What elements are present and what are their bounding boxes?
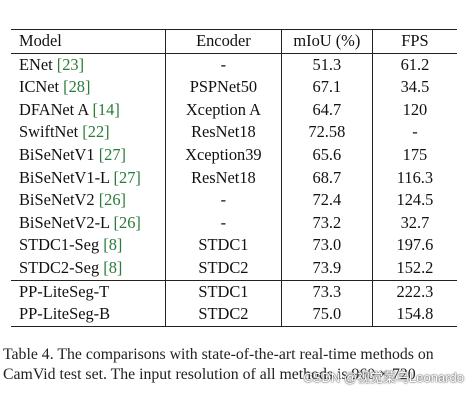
model-name: STDC2-Seg <box>19 257 104 277</box>
citation-link[interactable]: [14] <box>92 99 120 119</box>
encoder-cell: - <box>165 189 282 212</box>
model-name: ENet <box>19 54 57 74</box>
model-cell: STDC1-Seg [8] <box>11 234 166 257</box>
watermark: CSDN @视觉菜鸟Leonardo <box>303 370 464 385</box>
citation-link[interactable]: [22] <box>82 122 110 142</box>
model-name: PP-LiteSeg-T <box>19 281 110 301</box>
header-model: Model <box>11 29 166 54</box>
miou-cell-best: 75.0 <box>280 303 373 327</box>
citation-link[interactable]: [8] <box>103 235 123 255</box>
results-table: Model Encoder mIoU (%) FPS ENet [23] - 5… <box>11 29 457 327</box>
encoder-cell: PSPNet50 <box>165 76 282 99</box>
fps-cell: 61.2 <box>371 53 457 77</box>
miou-cell: 73.3 <box>280 279 373 304</box>
fps-cell: 116.3 <box>371 166 457 190</box>
table-row: BiSeNetV1-L [27] ResNet18 68.7 116.3 <box>11 166 457 190</box>
table-row: STDC1-Seg [8] STDC1 73.0 197.6 <box>11 234 457 257</box>
encoder-cell: - <box>165 53 282 77</box>
citation-link[interactable]: [28] <box>63 77 91 97</box>
encoder-cell: Xception A <box>165 98 282 122</box>
model-name: SwiftNet <box>19 122 83 142</box>
table-row: SwiftNet [22] ResNet18 72.58 - <box>11 121 457 144</box>
model-name: STDC1-Seg <box>19 235 104 255</box>
miou-cell: 73.2 <box>280 211 373 235</box>
model-cell: ENet [23] <box>11 53 166 76</box>
header-row: Model Encoder mIoU (%) FPS <box>11 29 457 54</box>
fps-cell: 197.6 <box>371 234 457 257</box>
citation-link[interactable]: [26] <box>98 190 126 210</box>
model-name: ICNet <box>19 77 64 97</box>
miou-cell: 65.6 <box>280 143 373 167</box>
model-cell: STDC2-Seg [8] <box>11 257 166 280</box>
encoder-cell: STDC2 <box>165 256 282 281</box>
table-row: BiSeNetV2-L [26] - 73.2 32.7 <box>11 211 457 235</box>
miou-cell: 73.0 <box>280 234 373 257</box>
miou-cell: 64.7 <box>280 98 373 122</box>
model-cell: PP-LiteSeg-B <box>11 303 166 327</box>
fps-cell: - <box>371 121 457 144</box>
header-encoder: Encoder <box>165 29 282 54</box>
encoder-cell: ResNet18 <box>165 121 282 144</box>
model-cell: PP-LiteSeg-T <box>11 279 166 304</box>
fps-cell-best: 222.3 <box>371 279 457 304</box>
model-name: BiSeNetV1 <box>19 144 99 164</box>
model-name: BiSeNetV1-L <box>19 167 114 187</box>
encoder-cell: - <box>165 211 282 235</box>
fps-cell: 34.5 <box>371 76 457 99</box>
citation-link[interactable]: [27] <box>98 144 126 164</box>
fps-cell: 32.7 <box>371 211 457 235</box>
encoder-cell: STDC1 <box>165 234 282 257</box>
model-cell: BiSeNetV2 [26] <box>11 189 166 212</box>
model-cell: BiSeNetV1-L [27] <box>11 167 166 190</box>
model-cell: BiSeNetV1 [27] <box>11 144 166 167</box>
table-row: PP-LiteSeg-B STDC2 75.0 154.8 <box>11 303 457 327</box>
miou-cell: 67.1 <box>280 76 373 99</box>
encoder-cell: STDC1 <box>165 279 282 304</box>
table-row: ICNet [28] PSPNet50 67.1 34.5 <box>11 76 457 99</box>
model-name: BiSeNetV2 <box>19 190 99 210</box>
fps-cell: 152.2 <box>371 256 457 281</box>
model-cell: BiSeNetV2-L [26] <box>11 212 166 235</box>
citation-link[interactable]: [27] <box>113 167 141 187</box>
model-cell: ICNet [28] <box>11 76 166 99</box>
header-miou: mIoU (%) <box>280 29 373 54</box>
table-caption: Table 4. The comparisons with state-of-t… <box>3 346 434 383</box>
encoder-cell: Xception39 <box>165 143 282 167</box>
citation-link[interactable]: [26] <box>113 212 141 232</box>
miou-cell: 68.7 <box>280 166 373 190</box>
fps-cell: 120 <box>371 98 457 122</box>
model-name: BiSeNetV2-L <box>19 212 114 232</box>
encoder-cell: ResNet18 <box>165 166 282 190</box>
header-fps: FPS <box>371 29 457 54</box>
model-name: DFANet A <box>19 99 93 119</box>
model-name: PP-LiteSeg-B <box>19 304 111 324</box>
table-row: ENet [23] - 51.3 61.2 <box>11 53 457 77</box>
fps-cell: 154.8 <box>371 303 457 327</box>
fps-cell: 175 <box>371 143 457 167</box>
miou-cell: 51.3 <box>280 53 373 77</box>
encoder-cell: STDC2 <box>165 303 282 327</box>
table-row: STDC2-Seg [8] STDC2 73.9 152.2 <box>11 256 457 281</box>
citation-link[interactable]: [8] <box>103 257 123 277</box>
table-row: DFANet A [14] Xception A 64.7 120 <box>11 98 457 122</box>
table-row: PP-LiteSeg-T STDC1 73.3 222.3 <box>11 279 457 304</box>
miou-cell: 73.9 <box>280 256 373 281</box>
model-cell: DFANet A [14] <box>11 99 166 122</box>
fps-cell: 124.5 <box>371 189 457 212</box>
miou-cell: 72.4 <box>280 189 373 212</box>
table-row: BiSeNetV2 [26] - 72.4 124.5 <box>11 189 457 212</box>
model-cell: SwiftNet [22] <box>11 121 166 144</box>
table-row: BiSeNetV1 [27] Xception39 65.6 175 <box>11 143 457 167</box>
miou-cell: 72.58 <box>280 121 373 144</box>
citation-link[interactable]: [23] <box>56 54 85 74</box>
